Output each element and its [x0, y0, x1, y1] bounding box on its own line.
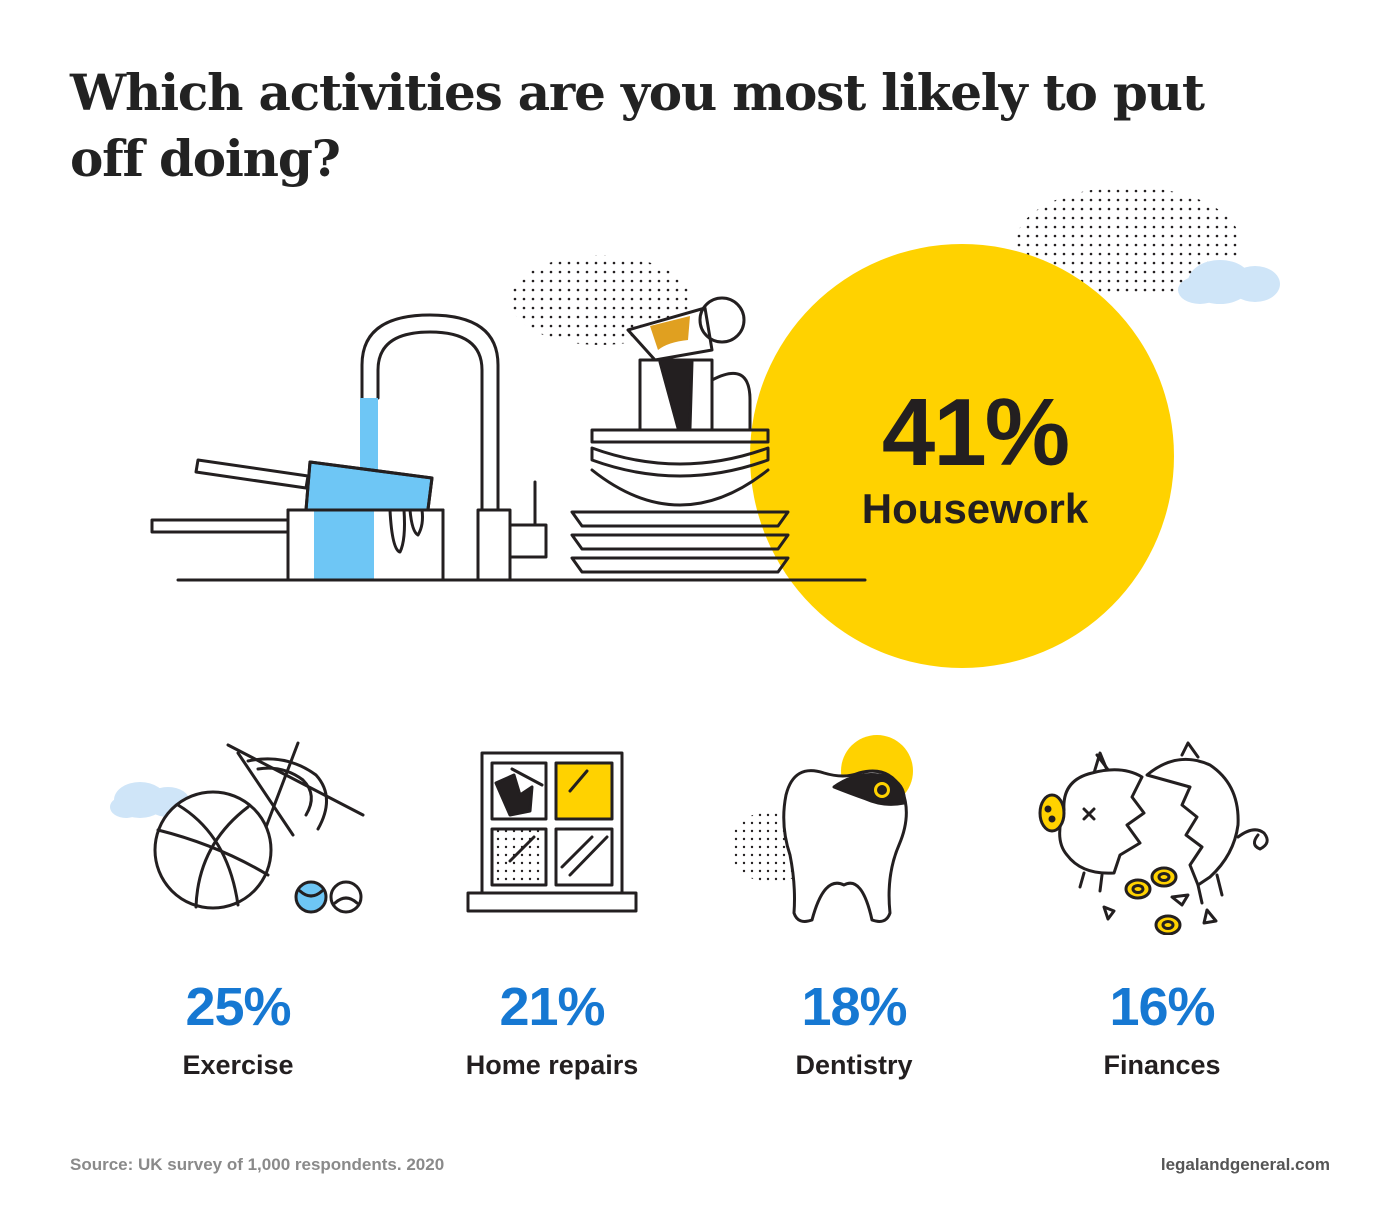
stat-percentage: 16% [1109, 977, 1215, 1037]
highlight-circle [750, 244, 1174, 668]
dotted-cloud-decoration [510, 255, 690, 345]
sink-with-dishes-icon [150, 187, 1280, 668]
cloud-decoration [110, 782, 190, 818]
tooth-icon [730, 735, 913, 923]
source-note: Source: UK survey of 1,000 respondents. … [70, 1155, 445, 1174]
hero-label: Housework [861, 485, 1089, 532]
dotted-cloud-decoration [1016, 187, 1240, 297]
stat-card-exercise: 25% Exercise [78, 725, 398, 1080]
stat-percentage: 21% [499, 977, 605, 1037]
page-title: Which activities are you most likely to … [70, 63, 1205, 188]
cloud-decoration [1178, 260, 1280, 304]
stat-percentage: 18% [801, 977, 907, 1037]
broken-piggy-bank-icon [1038, 741, 1269, 935]
stat-card-dentistry: 18% Dentistry [694, 725, 1014, 1080]
hero-percentage: 41% [881, 379, 1070, 486]
stat-label: Exercise [182, 1050, 294, 1080]
stat-card-finances: 16% Finances [1002, 725, 1322, 1080]
sports-balls-cobweb-icon [110, 741, 365, 914]
stat-label: Home repairs [465, 1050, 639, 1080]
brand-link[interactable]: legalandgeneral.com [1160, 1155, 1330, 1174]
broken-window-icon [466, 751, 638, 913]
stat-label: Finances [1103, 1050, 1221, 1080]
stat-label: Dentistry [795, 1050, 913, 1080]
stat-card-home-repairs: 21% Home repairs [392, 725, 712, 1080]
stat-percentage: 25% [185, 977, 291, 1037]
